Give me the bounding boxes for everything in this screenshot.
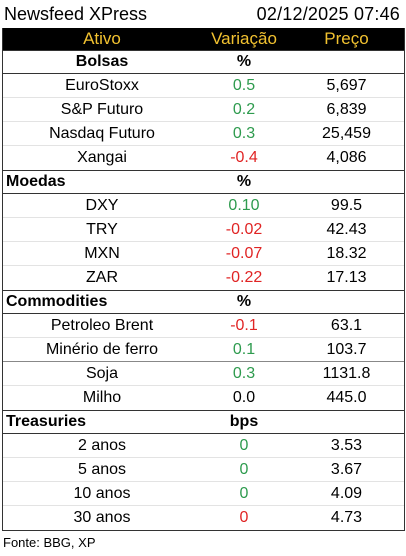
- section-header-commodities: Commodities %: [3, 290, 404, 314]
- section-header-treasuries: Treasuries bps: [3, 410, 404, 434]
- table-row: ZAR -0.22 17.13: [3, 266, 404, 290]
- section-title: Moedas: [6, 173, 66, 190]
- change-value: 0.1: [232, 340, 256, 358]
- section-header-bolsas: Bolsas %: [3, 50, 404, 74]
- table-row: 5 anos 0 3.67: [3, 458, 404, 482]
- app-title: Newsfeed XPress: [4, 3, 148, 24]
- price-value: 3.67: [330, 460, 363, 478]
- asset-name: TRY: [86, 220, 118, 238]
- section-header-moedas: Moedas %: [3, 170, 404, 194]
- asset-name: DXY: [85, 196, 119, 214]
- change-value: 0.3: [232, 124, 256, 142]
- section-unit: %: [236, 173, 252, 190]
- table-row: Milho 0.0 445.0: [3, 386, 404, 410]
- asset-name: S&P Futuro: [60, 100, 144, 118]
- change-value: 0.5: [232, 76, 256, 94]
- change-value: 0: [239, 509, 249, 526]
- table-row: 2 anos 0 3.53: [3, 434, 404, 458]
- change-value: 0: [239, 436, 249, 454]
- timestamp: 02/12/2025 07:46: [256, 3, 400, 24]
- price-value: 99.5: [330, 196, 363, 214]
- price-value: 445.0: [326, 389, 367, 406]
- price-value: 42.43: [326, 220, 367, 238]
- asset-name: EuroStoxx: [65, 76, 139, 94]
- change-value: -0.22: [225, 269, 263, 286]
- asset-name: Nasdaq Futuro: [49, 124, 155, 142]
- price-value: 1131.8: [322, 364, 371, 382]
- section-unit: %: [236, 53, 252, 70]
- section-title: Treasuries: [6, 413, 87, 430]
- change-value: -0.4: [230, 149, 258, 166]
- price-value: 18.32: [326, 244, 367, 262]
- asset-name: 5 anos: [77, 460, 127, 478]
- section-unit: bps: [229, 413, 259, 430]
- price-value: 5,697: [326, 76, 367, 94]
- price-value: 25,459: [322, 124, 371, 142]
- column-header-asset: Ativo: [83, 29, 121, 48]
- price-value: 17.13: [326, 269, 367, 286]
- section-title: Bolsas: [75, 53, 129, 70]
- table-row: DXY 0.10 99.5: [3, 194, 404, 218]
- change-value: 0.0: [232, 389, 256, 406]
- section-title: Commodities: [6, 293, 108, 310]
- change-value: -0.07: [225, 244, 263, 262]
- source-note: Fonte: BBG, XP: [3, 535, 96, 550]
- table-row: 30 anos 0 4.73: [3, 506, 404, 530]
- section-unit: %: [236, 293, 252, 310]
- price-value: 3.53: [330, 436, 363, 454]
- asset-name: Minério de ferro: [45, 340, 159, 358]
- column-header-price: Preço: [324, 29, 369, 48]
- table-row: 10 anos 0 4.09: [3, 482, 404, 506]
- change-value: 0: [239, 484, 249, 502]
- column-header-change: Variação: [211, 29, 277, 48]
- column-header-row: Ativo Variação Preço: [3, 28, 404, 50]
- price-value: 6,839: [326, 100, 367, 118]
- table-row: EuroStoxx 0.5 5,697: [3, 74, 404, 98]
- change-value: -0.02: [225, 220, 263, 238]
- change-value: 0.2: [232, 100, 256, 118]
- asset-name: Petroleo Brent: [50, 316, 154, 334]
- asset-name: Xangai: [77, 149, 127, 166]
- change-value: 0.3: [232, 364, 256, 382]
- price-value: 63.1: [330, 316, 363, 334]
- asset-name: MXN: [84, 244, 120, 262]
- table-row: Nasdaq Futuro 0.3 25,459: [3, 122, 404, 146]
- price-value: 103.7: [326, 340, 367, 358]
- asset-name: 2 anos: [77, 436, 127, 454]
- change-value: 0.10: [228, 196, 260, 214]
- table-row: Petroleo Brent -0.1 63.1: [3, 314, 404, 338]
- table-row: Xangai -0.4 4,086: [3, 146, 404, 170]
- price-value: 4.09: [330, 484, 363, 502]
- asset-name: 30 anos: [73, 509, 131, 526]
- market-table: Ativo Variação Preço Bolsas % EuroStoxx …: [2, 28, 405, 531]
- price-value: 4.73: [330, 509, 363, 526]
- table-row: S&P Futuro 0.2 6,839: [3, 98, 404, 122]
- asset-name: 10 anos: [73, 484, 131, 502]
- table-row: MXN -0.07 18.32: [3, 242, 404, 266]
- asset-name: Milho: [82, 389, 122, 406]
- table-row: Minério de ferro 0.1 103.7: [3, 338, 404, 362]
- asset-name: ZAR: [86, 269, 118, 286]
- change-value: 0: [239, 460, 249, 478]
- table-row: Soja 0.3 1131.8: [3, 362, 404, 386]
- asset-name: Soja: [85, 364, 119, 382]
- change-value: -0.1: [230, 316, 258, 334]
- price-value: 4,086: [326, 149, 367, 166]
- table-row: TRY -0.02 42.43: [3, 218, 404, 242]
- title-bar: Newsfeed XPress 02/12/2025 07:46: [0, 0, 406, 28]
